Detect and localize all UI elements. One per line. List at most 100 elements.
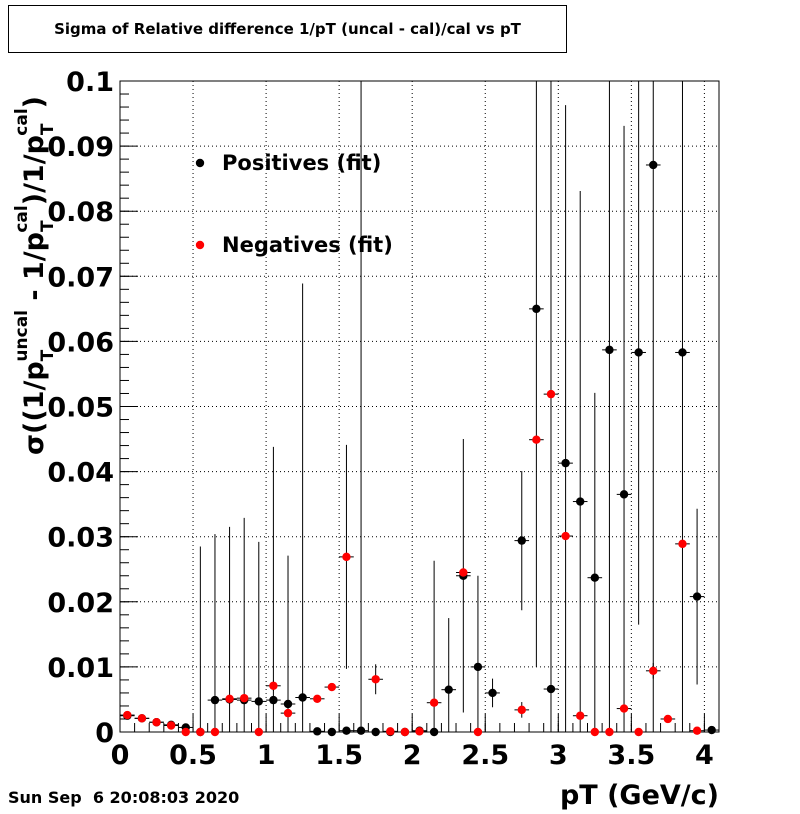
- data-point: [327, 727, 337, 737]
- x-tick-label: 1: [257, 740, 276, 771]
- data-point: [254, 697, 263, 706]
- data-point: [488, 688, 497, 698]
- data-point: [473, 662, 483, 672]
- data-point: [692, 592, 702, 601]
- y-axis-label: σ((1/pTuncal - 1/pTcal)/1/pTcal): [12, 96, 58, 455]
- x-tick-label: 3.5: [607, 740, 655, 771]
- svg-text:σ((1/pTuncal - 1/pTcal)/1/pTca: σ((1/pTuncal - 1/pTcal)/1/pTcal): [12, 96, 58, 455]
- data-point: [561, 531, 570, 541]
- x-tick-label: 2: [403, 740, 422, 771]
- y-tick-label: 0.05: [47, 393, 114, 424]
- data-point: [225, 694, 234, 703]
- x-tick-label: 3: [549, 740, 568, 771]
- y-tick-label: 0.01: [47, 653, 114, 684]
- y-axis: 0 0.01 0.02 0.03 0.04 0.05 0.06 0.07 0.08 0.09 0.1: [47, 67, 138, 749]
- y-tick-label: 0.07: [47, 262, 114, 293]
- data-point: [283, 708, 293, 718]
- data-point: [459, 568, 468, 577]
- data-point: [546, 684, 556, 694]
- data-point: [429, 727, 439, 737]
- legend-label: Positives (fit): [222, 151, 381, 175]
- data-point: [649, 160, 658, 170]
- data-point: [386, 727, 395, 736]
- x-tick-label: 0.5: [169, 740, 217, 771]
- data-point: [561, 458, 570, 468]
- data-point: [605, 345, 614, 355]
- data-point: [532, 435, 541, 444]
- y-tick-label: 0.08: [47, 197, 114, 228]
- data-point: [166, 721, 176, 730]
- data-point: [663, 714, 673, 724]
- data-point: [619, 490, 629, 499]
- y-tick-label: 0.03: [47, 523, 114, 554]
- data-point: [517, 705, 526, 715]
- data-point: [371, 675, 380, 684]
- data-point: [444, 685, 453, 694]
- data-point: [415, 727, 424, 736]
- x-tick-label: 1.5: [315, 740, 363, 771]
- data-point: [313, 727, 322, 736]
- data-point: [137, 714, 147, 723]
- data-points: [120, 81, 719, 737]
- data-point: [532, 304, 541, 314]
- data-point: [196, 727, 205, 737]
- data-point: [605, 727, 614, 737]
- y-tick-label: 0.09: [47, 132, 114, 163]
- data-point: [517, 536, 526, 545]
- data-point: [692, 726, 702, 735]
- data-point: [590, 573, 600, 582]
- data-point: [123, 710, 132, 720]
- legend-marker: [195, 240, 205, 250]
- data-point: [152, 718, 161, 727]
- grid-lines: [119, 80, 719, 733]
- x-tick-label: 4: [695, 740, 714, 771]
- chart-title: Sigma of Relative difference 1/pT (uncal…: [8, 5, 567, 53]
- data-point: [429, 698, 439, 707]
- data-point: [707, 725, 716, 735]
- timestamp: Sun Sep 6 20:08:03 2020: [8, 788, 240, 807]
- y-tick-label: 0.1: [66, 67, 114, 98]
- data-point: [254, 727, 263, 737]
- data-point: [269, 681, 278, 690]
- data-point: [546, 389, 556, 399]
- data-point: [473, 727, 483, 737]
- data-point: [210, 695, 220, 705]
- data-point: [298, 693, 307, 702]
- data-point: [678, 348, 687, 357]
- legend: Positives (fit) Negatives (fit): [195, 151, 393, 257]
- plot-frame: [119, 80, 720, 733]
- data-point: [283, 699, 293, 709]
- x-axis: 0 0.5 1 1.5 2 2.5 3 3.5 4: [111, 714, 720, 771]
- data-point: [576, 711, 585, 720]
- legend-marker: [195, 158, 205, 168]
- data-point: [400, 727, 410, 737]
- data-point: [313, 694, 322, 703]
- data-point: [269, 695, 278, 705]
- y-axis-label-text: σ((1/pTuncal - 1/pTcal)/1/pTcal): [12, 96, 58, 455]
- data-point: [356, 726, 366, 735]
- data-point: [371, 727, 380, 737]
- y-tick-label: 0.02: [47, 588, 114, 619]
- y-tick-label: 0.06: [47, 327, 114, 358]
- data-point: [649, 666, 658, 676]
- data-point: [181, 727, 190, 737]
- x-tick-label: 0: [111, 740, 130, 771]
- data-point: [678, 539, 687, 549]
- data-point: [239, 693, 249, 703]
- x-tick-label: 2.5: [461, 740, 509, 771]
- x-axis-label: pT (GeV/c): [559, 780, 719, 811]
- data-point: [576, 497, 585, 506]
- data-point: [342, 552, 351, 562]
- data-point: [210, 727, 220, 737]
- y-tick-label: 0: [95, 718, 114, 749]
- plot-border: [119, 80, 720, 733]
- legend-label: Negatives (fit): [222, 233, 393, 257]
- data-point: [590, 727, 600, 737]
- y-tick-label: 0.04: [47, 458, 114, 489]
- data-point: [619, 704, 629, 713]
- data-point: [342, 726, 351, 735]
- data-point: [634, 348, 643, 357]
- data-point: [634, 727, 643, 737]
- data-point: [327, 682, 337, 692]
